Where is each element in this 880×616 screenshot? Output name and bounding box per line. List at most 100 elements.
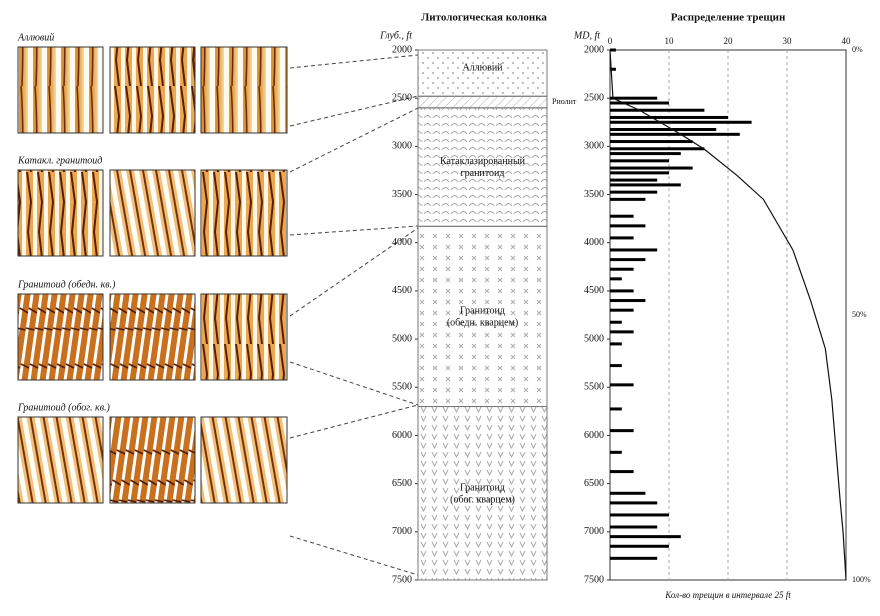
bar <box>610 115 728 119</box>
bar <box>610 96 658 100</box>
x-tick-label: 20 <box>724 36 734 46</box>
y-tick-label: 2000 <box>392 44 412 55</box>
image <box>109 416 196 504</box>
y2-tick-label: 50% <box>852 310 867 319</box>
y-tick-label: 6000 <box>584 430 604 441</box>
connectors <box>289 54 419 576</box>
panel-label: Аллювий <box>17 32 54 43</box>
panel-label: Гранитоид (обог. кв.) <box>17 402 111 413</box>
y-tick-label: 3000 <box>584 141 604 152</box>
bar <box>610 159 669 163</box>
bar <box>610 544 669 548</box>
layer <box>417 225 548 408</box>
bar <box>610 236 634 240</box>
bar <box>610 152 681 156</box>
layer <box>417 107 548 227</box>
bar <box>610 171 669 175</box>
bar <box>610 450 622 454</box>
layer <box>417 49 548 97</box>
bar <box>610 525 658 529</box>
y-tick-label: 6500 <box>392 478 412 489</box>
image <box>17 416 104 504</box>
y-tick-label: 3500 <box>392 189 412 200</box>
y2-tick-label: 100% <box>852 575 871 584</box>
bar <box>610 128 717 131</box>
bar <box>610 147 705 151</box>
chart-title: Литологическая колонка <box>421 12 547 24</box>
y-tick-label: 6500 <box>584 478 604 489</box>
layer-label: Гранитоид (обог. кварцем) <box>450 483 515 506</box>
y-tick-label: 5500 <box>584 382 604 393</box>
y-tick-label: 5500 <box>392 382 412 393</box>
bar <box>610 491 646 495</box>
bar <box>610 67 616 71</box>
y-tick-label: 2000 <box>584 44 604 55</box>
layer-label: Гранитоид (обедн. кварцем) <box>447 306 518 329</box>
cumulative-line <box>609 49 847 581</box>
bar <box>610 101 669 105</box>
x-tick-label: 0 <box>608 36 613 46</box>
bar <box>610 308 634 312</box>
bar <box>610 120 752 124</box>
bar <box>610 258 646 262</box>
bar <box>610 320 622 324</box>
bar <box>610 214 634 218</box>
bar <box>610 267 634 271</box>
image <box>109 293 196 381</box>
image <box>200 416 288 504</box>
y-tick-label: 7000 <box>392 526 412 537</box>
y-axis-label: Глуб., ft <box>379 30 412 41</box>
image <box>109 169 196 257</box>
layer <box>417 406 548 581</box>
y-axis-label: MD, ft <box>573 30 600 41</box>
bar <box>610 299 646 303</box>
bar <box>610 197 646 201</box>
bar <box>610 48 616 52</box>
x-tick-label: 40 <box>842 36 852 46</box>
bar <box>610 501 658 505</box>
panel-label: Катакл. гранитоид <box>17 155 102 166</box>
x-tick-label: 10 <box>665 36 675 46</box>
bar <box>610 132 740 136</box>
bar <box>610 513 669 517</box>
y-tick-label: 4000 <box>584 237 604 248</box>
layer-label: Аллювий <box>462 62 503 73</box>
y-tick-label: 3500 <box>584 189 604 200</box>
borehole-images: Аллювий Катакл. гранитоид Гранитоид (обе… <box>17 32 419 576</box>
bar <box>610 248 658 252</box>
y-tick-label: 4500 <box>392 285 412 296</box>
y-tick-label: 2500 <box>584 92 604 103</box>
y-tick-label: 7500 <box>392 574 412 585</box>
y2-tick-label: 0% <box>852 45 863 54</box>
y-tick-label: 4500 <box>584 285 604 296</box>
bar <box>610 535 681 539</box>
bar <box>610 342 622 346</box>
image <box>200 293 288 381</box>
x-tick-label: 30 <box>783 36 793 46</box>
bar <box>610 108 705 112</box>
image <box>200 169 288 257</box>
bar <box>610 277 622 281</box>
image <box>17 169 104 257</box>
y-tick-label: 7500 <box>584 574 604 585</box>
image <box>17 46 104 134</box>
bar <box>610 364 622 368</box>
bar <box>610 183 681 187</box>
bar <box>610 470 634 474</box>
layer-label: Риолит <box>552 97 577 106</box>
bar <box>610 190 658 194</box>
bar <box>610 556 658 560</box>
chart-title: Распределение трещин <box>671 12 786 24</box>
bar <box>610 330 634 334</box>
x-axis-label: Кол-во трещин в интервале 25 ft <box>664 590 791 600</box>
y-tick-label: 5000 <box>392 333 412 344</box>
bar <box>610 383 634 387</box>
bar <box>610 178 658 182</box>
y-tick-label: 5000 <box>584 333 604 344</box>
bar <box>610 166 693 170</box>
panel-label: Гранитоид (обедн. кв.) <box>17 279 116 290</box>
image <box>200 46 288 134</box>
bar <box>610 140 693 144</box>
